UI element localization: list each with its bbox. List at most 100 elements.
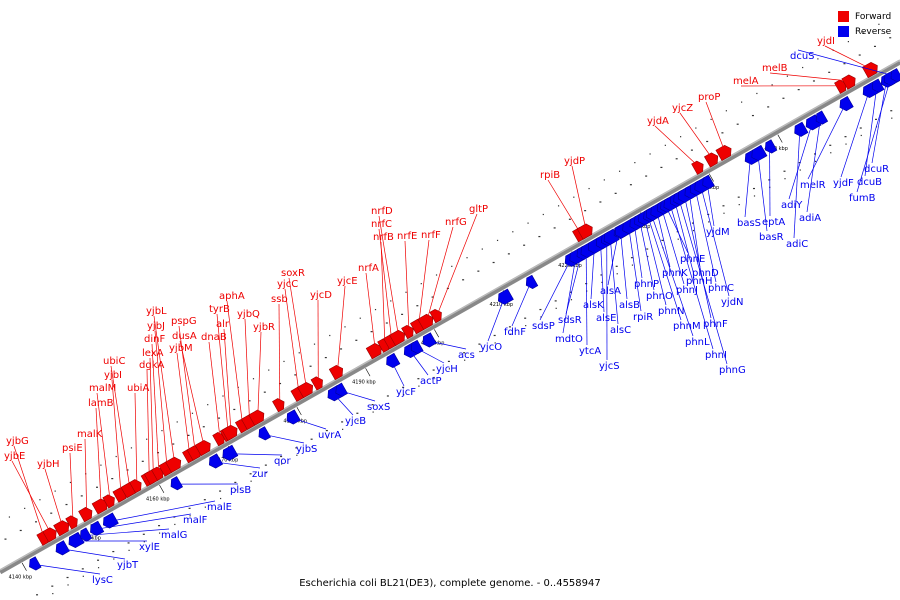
grid-dot: [158, 532, 161, 534]
gene-leader-psiE: [69, 452, 74, 522]
grid-mark: [508, 326, 511, 328]
grid-dot: [847, 41, 849, 43]
gene-label-dnaB: dnaB: [201, 332, 227, 343]
gene-label-psiE: psiE: [62, 443, 83, 454]
gene-label-yjdF: yjdF: [833, 178, 854, 189]
gene-label-alsB: alsB: [619, 300, 640, 311]
grid-dot: [344, 326, 346, 328]
grid-dot: [176, 421, 178, 423]
gene-arrow-soxR: [297, 382, 314, 399]
gene-leader-lexA: [149, 357, 154, 476]
grid-mark: [264, 464, 267, 466]
gene-label-dcuB: dcuB: [857, 177, 882, 188]
gene-label-yjbM: yjbM: [169, 343, 193, 354]
gene-arrow-proP: [715, 144, 732, 162]
gene-label-phnG: phnG: [719, 365, 746, 376]
grid-dot: [281, 463, 283, 465]
gene-leader-yjcC: [284, 288, 300, 394]
legend-reverse: Reverse: [838, 24, 891, 39]
grid-dot: [540, 316, 542, 318]
gene-leader-ubiA: [134, 392, 138, 486]
gene-label-phnP: phnP: [634, 279, 659, 290]
grid-mark: [614, 192, 617, 194]
gene-arrow-basR: [751, 144, 768, 162]
grid-mark: [96, 486, 99, 488]
gene-label-alsK: alsK: [583, 300, 604, 311]
gene-label-sdsP: sdsP: [532, 321, 555, 332]
gene-label-basR: basR: [759, 232, 784, 243]
gene-leader-ssb: [278, 303, 281, 405]
scale-tick-label: 4140 kbp: [9, 574, 33, 580]
gene-leader-nrfD: [378, 215, 399, 337]
gene-label-ssb: ssb: [271, 294, 288, 305]
grid-mark: [142, 533, 145, 535]
gene-arrow-dcuB: [872, 78, 885, 93]
gene-leader-alsA: [607, 232, 619, 286]
grid-mark: [416, 305, 419, 307]
gene-label-adiC: adiC: [786, 239, 808, 250]
grid-dot: [313, 343, 316, 345]
gene-arrow-yjcD: [310, 376, 323, 391]
gene-leader-rpiB: [547, 179, 582, 234]
gene-label-yjcD: yjcD: [310, 290, 332, 301]
gene-label-alsE: alsE: [596, 313, 616, 324]
gene-label-dinF: dinF: [144, 334, 165, 345]
gene-leader-yjcO: [487, 297, 505, 342]
gene-leader-yjbG: [13, 445, 45, 538]
grid-mark: [203, 499, 206, 501]
gene-leader-yjcB: [333, 393, 354, 416]
gene-label-phnO: phnO: [646, 291, 673, 302]
gene-label-yjbE: yjbE: [4, 451, 25, 462]
grid-mark: [66, 576, 69, 579]
gene-label-phnC: phnC: [708, 283, 734, 294]
gene-leader-qor: [228, 453, 283, 456]
gene-leader-yjdM: [706, 182, 715, 227]
gene-label-phnI: phnI: [705, 350, 727, 361]
scale-tick: [21, 562, 27, 571]
gene-leader-lamB: [95, 407, 102, 506]
gene-leader-yjbS: [263, 433, 305, 444]
grid-mark: [447, 360, 450, 363]
grid-mark: [202, 426, 205, 428]
grid-dot: [616, 273, 618, 275]
gene-arrow-yjcO: [497, 288, 514, 305]
gene-label-yjbJ: yjbJ: [147, 321, 165, 332]
grid-mark: [417, 378, 420, 380]
grid-mark: [829, 144, 832, 146]
grid-mark: [752, 187, 755, 190]
grid-mark: [721, 132, 724, 134]
grid-dot: [573, 196, 575, 198]
grid-mark: [309, 365, 312, 367]
grid-mark: [660, 166, 663, 169]
grid-dot: [527, 222, 529, 224]
gene-label-nrfE: nrfE: [397, 231, 417, 242]
gene-leader-tyrB: [216, 313, 229, 434]
gene-leader-sdsR: [565, 253, 582, 315]
gene-arrow-soxS: [335, 382, 348, 397]
grid-mark: [523, 244, 526, 246]
gene-label-uvrA: uvrA: [318, 430, 341, 441]
gene-label-phnE: phnE: [680, 254, 705, 265]
grid-dot: [695, 127, 697, 129]
grid-dot: [130, 447, 133, 449]
grid-dot: [677, 238, 679, 240]
grid-dot: [664, 144, 666, 146]
grid-mark: [295, 447, 298, 449]
gene-arrow-malG: [79, 527, 93, 542]
grid-mark: [798, 161, 801, 164]
map-caption: Escherichia coli BL21(DE3), complete gen…: [299, 578, 601, 589]
grid-mark: [675, 158, 678, 160]
grid-dot: [647, 255, 649, 258]
grid-mark: [280, 455, 283, 458]
gene-label-yjbG: yjbG: [6, 436, 29, 447]
gene-leader-nrfB: [380, 241, 386, 345]
gene-leader-adiA: [806, 118, 821, 213]
grid-dot: [830, 152, 832, 154]
grid-mark: [553, 227, 556, 229]
gene-label-yjcB: yjcB: [345, 416, 366, 427]
grid-dot: [8, 516, 11, 518]
grid-mark: [782, 97, 785, 99]
grid-dot: [738, 204, 740, 206]
gene-arrow-dnaB: [212, 432, 225, 447]
gene-leader-dcuB: [864, 86, 878, 177]
